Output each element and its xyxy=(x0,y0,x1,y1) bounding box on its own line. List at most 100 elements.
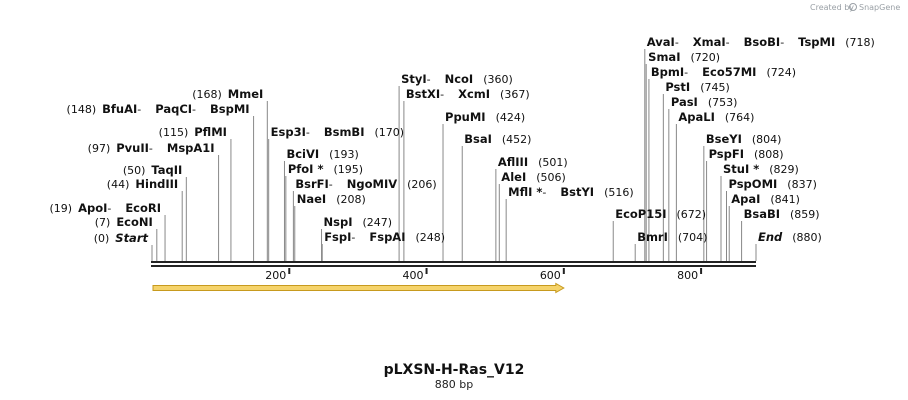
site-position: (718) xyxy=(845,36,875,49)
site-label[interactable]: (97) PvuII - MspA1I xyxy=(88,141,215,155)
site-position: (804) xyxy=(752,133,782,146)
site-position: (753) xyxy=(708,96,738,109)
site-label[interactable]: BmrI (704) xyxy=(637,230,707,244)
site-position: (841) xyxy=(770,193,800,206)
site-name-separator: - xyxy=(149,142,153,155)
site-label[interactable]: Esp3I - BsmBI (170) xyxy=(271,125,404,139)
site-name: TspMI xyxy=(798,35,835,49)
site-label[interactable]: BciVI (193) xyxy=(286,147,358,161)
site-label[interactable]: BsrFI - NgoMIV (206) xyxy=(295,177,436,191)
site-label[interactable]: End (880) xyxy=(758,230,822,244)
scale-tick-label: 600 xyxy=(540,269,561,282)
site-name: BstXI xyxy=(406,87,440,101)
site-name-separator: - xyxy=(427,73,431,86)
site-label[interactable]: BsaBI (859) xyxy=(744,207,820,221)
site-position: (837) xyxy=(787,178,817,191)
site-position: (115) xyxy=(159,126,189,139)
site-label[interactable]: NaeI (208) xyxy=(297,192,366,206)
site-name: BciVI xyxy=(286,147,319,161)
site-label[interactable]: BstXI - XcmI (367) xyxy=(406,87,530,101)
site-name: ApaLI xyxy=(678,110,715,124)
site-name: NgoMIV xyxy=(347,177,397,191)
site-name-separator: - xyxy=(351,231,355,244)
site-label[interactable]: EcoP15I (672) xyxy=(615,207,706,221)
site-label[interactable]: PpuMI (424) xyxy=(445,110,525,124)
site-name: BfuAI xyxy=(102,102,137,116)
site-name: EcoRI xyxy=(125,201,161,215)
site-label[interactable]: BpmI - Eco57MI (724) xyxy=(651,65,796,79)
credit-text: Created by xyxy=(810,3,854,12)
site-label[interactable]: MflI * - BstYI (516) xyxy=(508,185,634,199)
site-position: (829) xyxy=(769,163,799,176)
site-label[interactable]: PspOMI (837) xyxy=(728,177,816,191)
site-position: (170) xyxy=(374,126,404,139)
site-name: BpmI xyxy=(651,65,684,79)
site-label[interactable]: SmaI (720) xyxy=(648,50,720,64)
site-label[interactable]: StyI - NcoI (360) xyxy=(401,72,513,86)
site-position: (247) xyxy=(363,216,393,229)
site-name: StuI * xyxy=(723,162,759,176)
site-position: (19) xyxy=(49,202,72,215)
map-title: pLXSN-H-Ras_V12 xyxy=(384,362,525,378)
site-position: (704) xyxy=(678,231,708,244)
site-label[interactable]: FspI - FspAI (248) xyxy=(324,230,445,244)
site-label[interactable]: BseYI (804) xyxy=(706,132,782,146)
site-label[interactable]: PstI (745) xyxy=(665,80,729,94)
site-name: XcmI xyxy=(458,87,490,101)
site-position: (0) xyxy=(94,232,110,245)
site-label[interactable]: PfoI * (195) xyxy=(288,162,363,176)
site-label[interactable]: (19) ApoI - EcoRI xyxy=(49,201,161,215)
site-name: EcoNI xyxy=(116,215,152,229)
site-label[interactable]: (44) HindIII xyxy=(107,177,178,191)
site-name: MspA1I xyxy=(167,141,215,155)
site-label[interactable]: (50) TaqII xyxy=(123,163,183,177)
site-label[interactable]: ApaLI (764) xyxy=(678,110,754,124)
site-label[interactable]: (7) EcoNI xyxy=(95,215,153,229)
site-name: Start xyxy=(115,231,148,245)
site-position: (720) xyxy=(690,51,720,64)
site-position: (148) xyxy=(67,103,97,116)
site-name-separator: - xyxy=(107,202,111,215)
site-position: (360) xyxy=(483,73,513,86)
site-position: (745) xyxy=(700,81,730,94)
site-label[interactable]: (168) MmeI xyxy=(192,87,263,101)
site-label[interactable]: (148) BfuAI - PaqCI - BspMI xyxy=(67,102,250,116)
scale-tick-label: 400 xyxy=(403,269,424,282)
site-label[interactable]: (0) Start xyxy=(94,231,149,245)
site-name: PstI xyxy=(665,80,690,94)
site-position: (50) xyxy=(123,164,146,177)
site-label[interactable]: AflIII (501) xyxy=(498,155,568,169)
site-name: BsmBI xyxy=(324,125,365,139)
site-name: PaqCI xyxy=(155,102,192,116)
site-label[interactable]: BsaI (452) xyxy=(464,132,531,146)
site-name: NaeI xyxy=(297,192,326,206)
site-label[interactable]: AleI (506) xyxy=(501,170,566,184)
site-label[interactable]: StuI * (829) xyxy=(723,162,799,176)
site-label[interactable]: PspFI (808) xyxy=(709,147,784,161)
site-name: NcoI xyxy=(445,72,474,86)
site-position: (206) xyxy=(407,178,437,191)
site-name: HindIII xyxy=(135,177,178,191)
site-name-separator: - xyxy=(192,103,196,116)
site-name: Eco57MI xyxy=(702,65,756,79)
site-label[interactable]: (115) PflMI xyxy=(159,125,227,139)
site-position: (193) xyxy=(329,148,359,161)
site-leader-lines xyxy=(151,49,757,261)
site-position: (506) xyxy=(536,171,566,184)
site-name: FspI xyxy=(324,230,351,244)
feature-arrow[interactable] xyxy=(152,282,565,294)
site-position: (248) xyxy=(415,231,445,244)
site-name: ApoI xyxy=(78,201,107,215)
site-label[interactable]: NspI (247) xyxy=(324,215,393,229)
site-label[interactable]: AvaI - XmaI - BsoBI - TspMI (718) xyxy=(647,35,875,49)
site-name: NspI xyxy=(324,215,353,229)
scale-tick-label: 200 xyxy=(265,269,286,282)
site-name: BstYI xyxy=(560,185,594,199)
site-name: BsaI xyxy=(464,132,492,146)
site-label[interactable]: PasI (753) xyxy=(671,95,738,109)
site-name: SmaI xyxy=(648,50,680,64)
site-position: (724) xyxy=(766,66,796,79)
site-label[interactable]: ApaI (841) xyxy=(731,192,800,206)
site-name: PflMI xyxy=(194,125,227,139)
